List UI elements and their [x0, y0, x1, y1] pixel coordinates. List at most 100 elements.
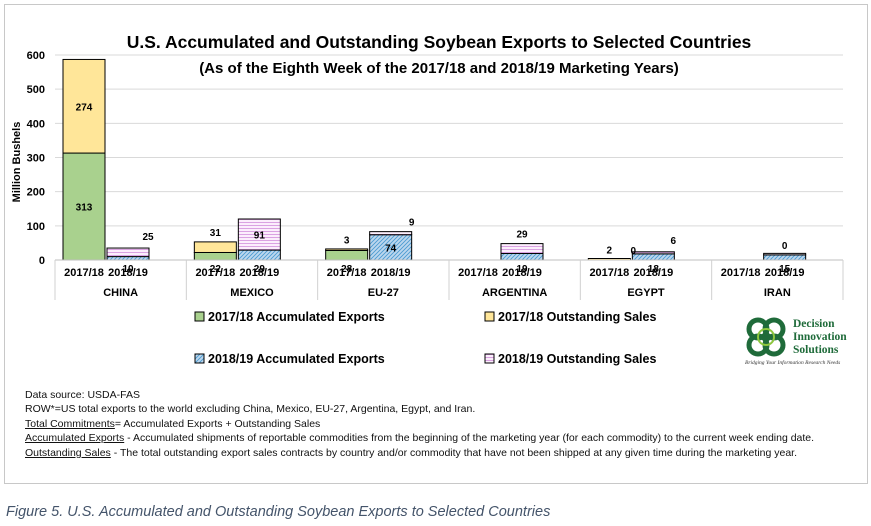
y-tick-label: 500 — [27, 84, 45, 96]
data-label: 18 — [648, 264, 660, 275]
data-label: 313 — [76, 203, 93, 214]
note-total-def: = Accumulated Exports + Outstanding Sale… — [114, 417, 321, 430]
period-label: 2018/19 — [239, 267, 279, 279]
bar-segment — [325, 249, 369, 261]
y-tick-label: 300 — [27, 153, 45, 165]
bar-segment — [369, 231, 413, 236]
note-out-def: - The total outstanding export sales con… — [110, 446, 798, 459]
note-accum: Accumulated Exports - Accumulated shipme… — [25, 431, 855, 445]
bar-segment — [631, 253, 675, 261]
group-label: CHINA — [103, 287, 138, 299]
data-label: 2 — [607, 245, 613, 256]
x-axis: CHINA 2017/18 2018/19 MEXICO 2017/18 2018/19 E… — [54, 259, 844, 300]
bar-segment — [763, 254, 807, 261]
data-label: 91 — [254, 231, 266, 242]
legend-swatch — [484, 353, 495, 364]
logo-text: Decision Innovation Solutions — [793, 318, 847, 357]
note-source: Data source: USDA-FAS — [25, 389, 140, 401]
legend-swatch — [484, 311, 495, 322]
bar-segment — [193, 251, 237, 261]
data-label: 6 — [671, 236, 677, 247]
bar-segment — [237, 218, 281, 251]
logo-knot-icon — [746, 317, 786, 357]
bar-segment — [631, 251, 675, 255]
period-label: 2017/18 — [64, 267, 104, 279]
logo-line-2: Innovation — [793, 331, 847, 343]
note-row: ROW*=US total exports to the world exclu… — [25, 403, 476, 416]
data-label: 74 — [385, 243, 397, 254]
data-label: 31 — [210, 228, 222, 239]
bar-segment — [62, 58, 106, 154]
note-accum-term: Accumulated Exports — [25, 432, 125, 445]
bar-segment — [500, 243, 544, 255]
logo-line-3: Solutions — [793, 344, 839, 356]
data-label: 29 — [254, 264, 266, 275]
note-out-term: Outstanding Sales — [25, 446, 111, 459]
period-label: 2018/19 — [108, 267, 148, 279]
legend: 2017/18 Accumulated Exports 2017/18 Outst… — [194, 310, 656, 366]
legend-swatch — [194, 311, 205, 322]
data-labels: 313 274 10 25 22 31 29 91 28 3 74 9 19 29 2 18 6 15 0 0 — [76, 102, 791, 275]
legend-label: 2017/18 Outstanding Sales — [498, 310, 656, 324]
data-label: 0 — [631, 246, 637, 257]
period-label: 2017/18 — [589, 267, 629, 279]
y-tick-label: 600 — [27, 50, 45, 62]
note-total: Total Commitments= Accumulated Exports +… — [25, 417, 855, 431]
y-tick-label: 100 — [27, 221, 45, 233]
period-label: 2017/18 — [458, 267, 498, 279]
chart-title: U.S. Accumulated and Outstanding Soybean… — [127, 32, 752, 52]
bar-segment — [106, 256, 150, 261]
chart-frame: U.S. Accumulated and Outstanding Soybean… — [4, 4, 868, 484]
y-tick-label: 0 — [39, 255, 45, 267]
bar-segment — [106, 247, 150, 258]
y-tick-label: 400 — [27, 118, 45, 130]
legend-label: 2017/18 Accumulated Exports — [208, 310, 385, 324]
data-label: 28 — [341, 264, 353, 275]
y-tick-label: 200 — [27, 187, 45, 199]
chart-subtitle: (As of the Eighth Week of the 2017/18 an… — [199, 60, 679, 77]
data-label: 3 — [344, 235, 350, 246]
logo-tagline: Bridging Your Information Research Needs — [745, 360, 841, 366]
data-label: 0 — [782, 241, 788, 252]
company-logo: Decision Innovation Solutions Bridging Y… — [743, 315, 861, 373]
data-label: 274 — [76, 102, 93, 113]
data-label: 15 — [779, 264, 791, 275]
legend-swatch — [194, 353, 205, 364]
note-out: Outstanding Sales - The total outstandin… — [25, 446, 855, 460]
group-label: MEXICO — [230, 287, 274, 299]
period-label: 2018/19 — [502, 267, 542, 279]
note-accum-def: - Accumulated shipments of reportable co… — [124, 432, 815, 445]
period-label: 2017/18 — [327, 267, 367, 279]
data-label: 22 — [210, 264, 222, 275]
period-label: 2018/19 — [371, 267, 411, 279]
gridlines — [55, 54, 843, 261]
period-label: 2018/19 — [633, 267, 673, 279]
chart-svg: U.S. Accumulated and Outstanding Soybean… — [11, 32, 844, 366]
data-label: 10 — [122, 264, 134, 275]
data-label: 9 — [409, 218, 415, 229]
period-label: 2018/19 — [765, 267, 805, 279]
group-label: EU-27 — [368, 287, 399, 299]
data-label: 19 — [516, 264, 528, 275]
y-axis-label: Million Bushels — [11, 122, 23, 203]
y-tick-labels: 0 100 200 300 400 500 600 — [27, 50, 45, 267]
bar-segment — [500, 253, 544, 261]
bar-segment — [325, 248, 369, 251]
bar-segment — [193, 241, 237, 253]
notes: Data source: USDA-FAS ROW*=US total expo… — [25, 388, 855, 460]
group-label: ARGENTINA — [482, 287, 547, 299]
period-label: 2017/18 — [195, 267, 235, 279]
group-label: IRAN — [764, 287, 791, 299]
bar-segment — [237, 249, 281, 261]
data-label: 29 — [516, 230, 528, 241]
note-total-term: Total Commitments — [25, 417, 115, 430]
legend-label: 2018/19 Outstanding Sales — [498, 352, 656, 366]
bar-segment — [369, 234, 413, 261]
legend-label: 2018/19 Accumulated Exports — [208, 352, 385, 366]
bar-segment — [763, 252, 807, 256]
bars — [62, 58, 807, 261]
period-label: 2017/18 — [721, 267, 761, 279]
data-label: 25 — [142, 232, 154, 243]
logo-line-1: Decision — [793, 318, 835, 330]
group-label: EGYPT — [627, 287, 665, 299]
